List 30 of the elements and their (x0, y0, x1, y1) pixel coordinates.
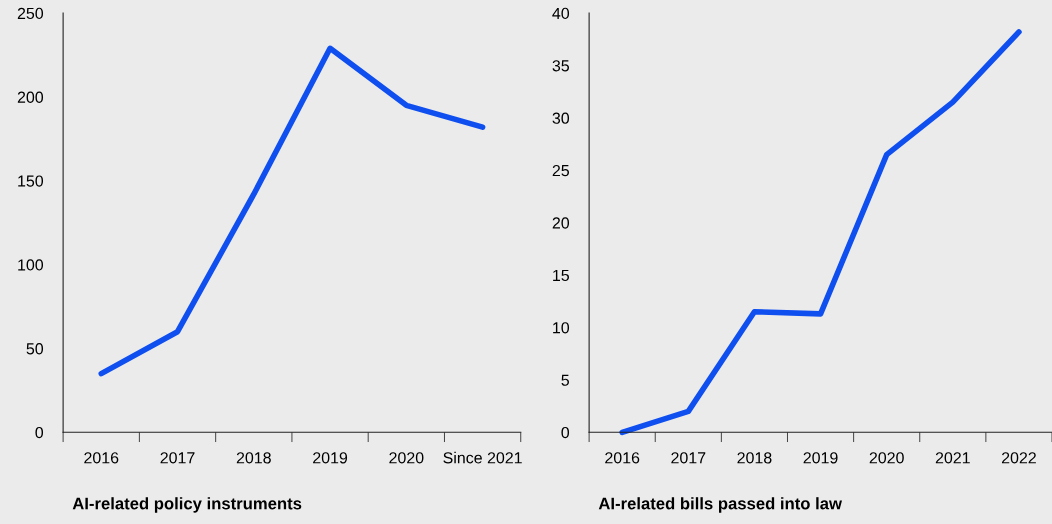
y-tick-label: 100 (18, 259, 44, 271)
x-tick-label: 2017 (160, 452, 195, 464)
y-tick-label: 40 (552, 7, 570, 20)
x-axis-title: AI-related policy instruments (72, 497, 302, 513)
x-tick-label: 2017 (671, 452, 706, 464)
y-tick-label: 20 (552, 217, 570, 229)
x-tick-label: 2022 (1001, 452, 1036, 464)
x-tick-label: 2020 (389, 452, 424, 464)
y-tick-label: 200 (17, 91, 44, 103)
y-tick-label: 5 (561, 374, 570, 386)
x-tick-label: 2019 (313, 452, 348, 464)
x-axis-title: AI-related bills passed into law (598, 497, 842, 513)
y-tick-label: 0 (561, 426, 570, 439)
y-tick-label: 35 (552, 60, 570, 72)
y-tick-label: 150 (18, 175, 44, 187)
y-tick-label: 0 (35, 426, 44, 439)
x-tick-label: 2018 (737, 452, 772, 464)
x-tick-label: 2016 (84, 452, 119, 464)
y-tick-label: 25 (552, 164, 570, 177)
x-tick-label: 2020 (869, 452, 904, 464)
y-tick-label: 50 (26, 343, 44, 355)
x-tick-label: 2016 (605, 452, 640, 464)
x-tick-label: 2021 (935, 452, 970, 464)
y-tick-label: 30 (552, 112, 570, 124)
y-tick-label: 15 (553, 269, 570, 282)
y-tick-label: 250 (17, 7, 44, 20)
y-tick-label: 10 (553, 322, 570, 334)
x-tick-label: Since 2021 (443, 451, 522, 464)
x-tick-label: 2019 (803, 452, 838, 464)
x-tick-label: 2018 (236, 452, 271, 464)
